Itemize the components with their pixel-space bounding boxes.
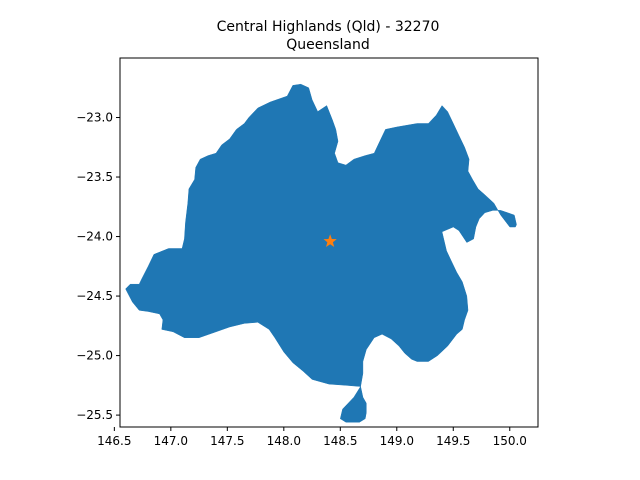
x-tick-label: 147.5 [210,434,244,448]
x-tick-label: 148.0 [267,434,301,448]
x-tick-label: 149.5 [436,434,470,448]
y-axis: −23.0 −23.5 −24.0 −24.5 −25.0 −25.5 [76,111,120,422]
axes-frame [119,57,539,428]
plot-area [125,83,517,423]
y-tick-label: −25.5 [76,408,113,422]
y-tick-label: −24.5 [76,289,113,303]
x-axis: 146.5 147.0 147.5 148.0 148.5 149.0 149.5 150.0 [97,427,527,448]
region-polygon [125,83,517,423]
y-tick-label: −24.0 [76,230,113,244]
chart-title-line2: Queensland [286,37,370,53]
y-tick-label: −25.0 [76,349,113,363]
x-tick-label: 150.0 [493,434,527,448]
x-tick-label: 149.0 [380,434,414,448]
x-tick-label: 147.0 [154,434,188,448]
chart-title-line1: Central Highlands (Qld) - 32270 [217,19,440,35]
centroid-star-marker [323,234,337,247]
x-tick-label: 146.5 [97,434,131,448]
y-tick-label: −23.5 [76,170,113,184]
x-tick-label: 148.5 [323,434,357,448]
y-tick-label: −23.0 [76,111,113,125]
